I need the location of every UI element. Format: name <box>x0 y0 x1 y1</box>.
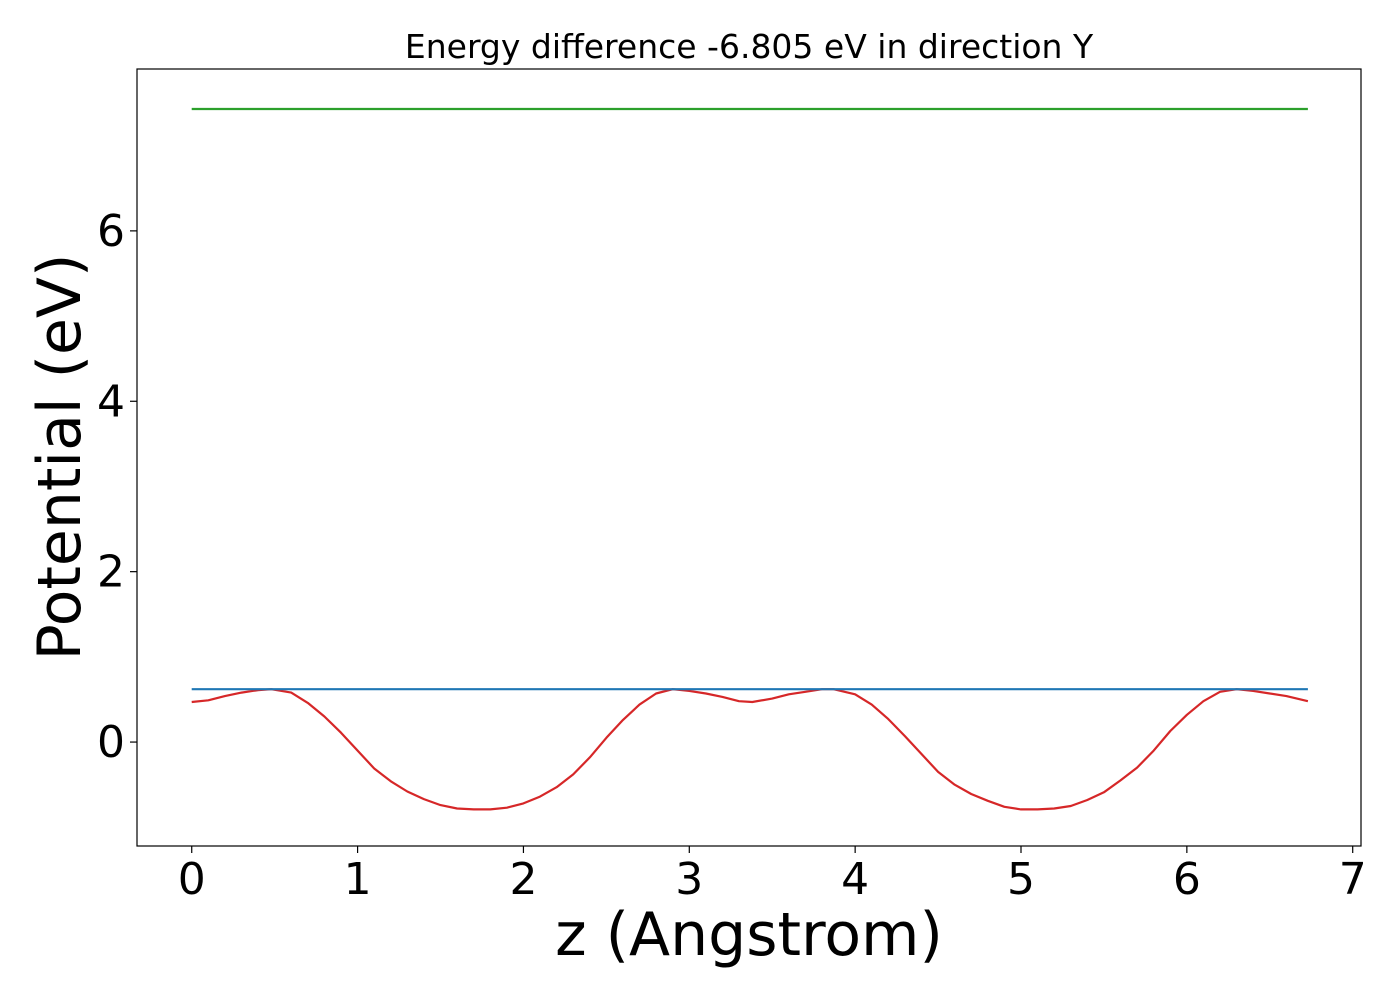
x-tick-label: 5 <box>1007 854 1035 905</box>
chart-title: Energy difference -6.805 eV in direction… <box>405 27 1094 66</box>
x-tick-label: 2 <box>509 854 537 905</box>
x-tick-label: 0 <box>178 854 206 905</box>
x-tick-label: 4 <box>841 854 869 905</box>
x-axis-label: z (Angstrom) <box>555 900 943 970</box>
y-axis-ticks: 0 2 4 6 <box>97 206 137 768</box>
plot-frame <box>136 68 1362 847</box>
y-tick-label: 0 <box>97 717 125 768</box>
x-tick-label: 1 <box>344 854 372 905</box>
y-tick-label: 6 <box>97 206 125 257</box>
x-tick-label: 6 <box>1173 854 1201 905</box>
plot-series-group <box>191 107 1309 811</box>
y-axis-label: Potential (eV) <box>25 254 95 661</box>
x-tick-label: 3 <box>675 854 703 905</box>
y-tick-label: 2 <box>97 547 125 598</box>
x-tick-label: 7 <box>1339 854 1367 905</box>
y-tick-label: 4 <box>97 376 125 427</box>
x-axis-ticks: 0 1 2 3 4 5 6 7 <box>178 846 1367 905</box>
series-line-0 <box>191 688 1309 811</box>
